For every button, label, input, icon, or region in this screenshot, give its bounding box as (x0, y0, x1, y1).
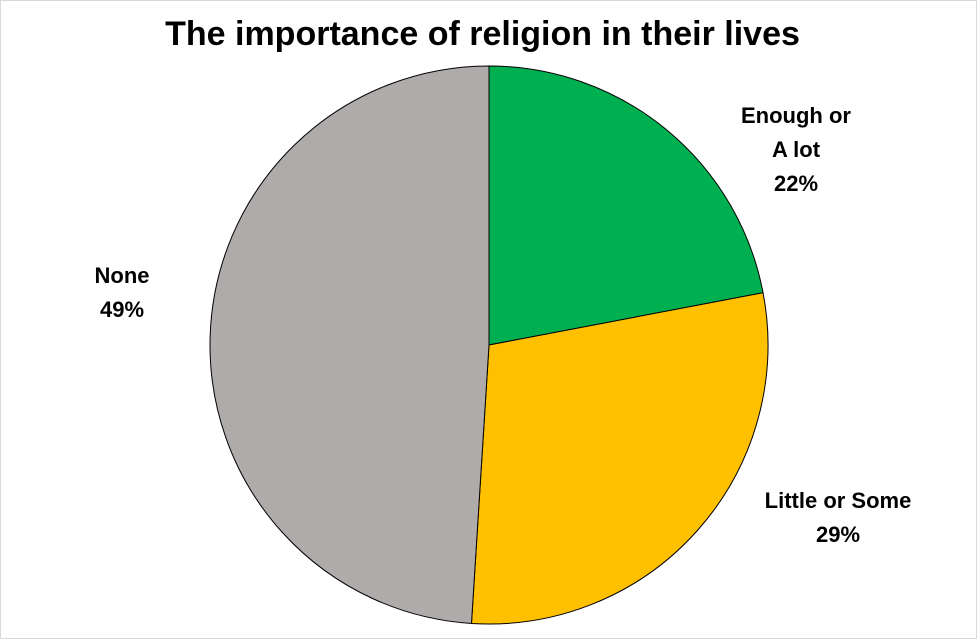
slice-category-label: A lot (772, 137, 821, 162)
pie-slice-1 (470, 292, 769, 625)
slice-category-label: Enough or (741, 103, 851, 128)
chart-title: The importance of religion in their live… (165, 15, 800, 53)
slice-value-label: 49% (100, 297, 144, 322)
slice-value-label: 29% (816, 522, 860, 547)
pie-slice-2 (209, 65, 490, 624)
slice-label-1: Little or Some 29% (765, 488, 912, 547)
slice-category-label: Little or Some (765, 488, 912, 513)
pie-slice-0 (488, 65, 764, 346)
slice-value-label: 22% (774, 171, 818, 196)
slice-label-0: Enough or A lot 22% (741, 103, 851, 196)
slice-category-label: None (95, 263, 150, 288)
slice-label-2: None 49% (95, 263, 150, 322)
